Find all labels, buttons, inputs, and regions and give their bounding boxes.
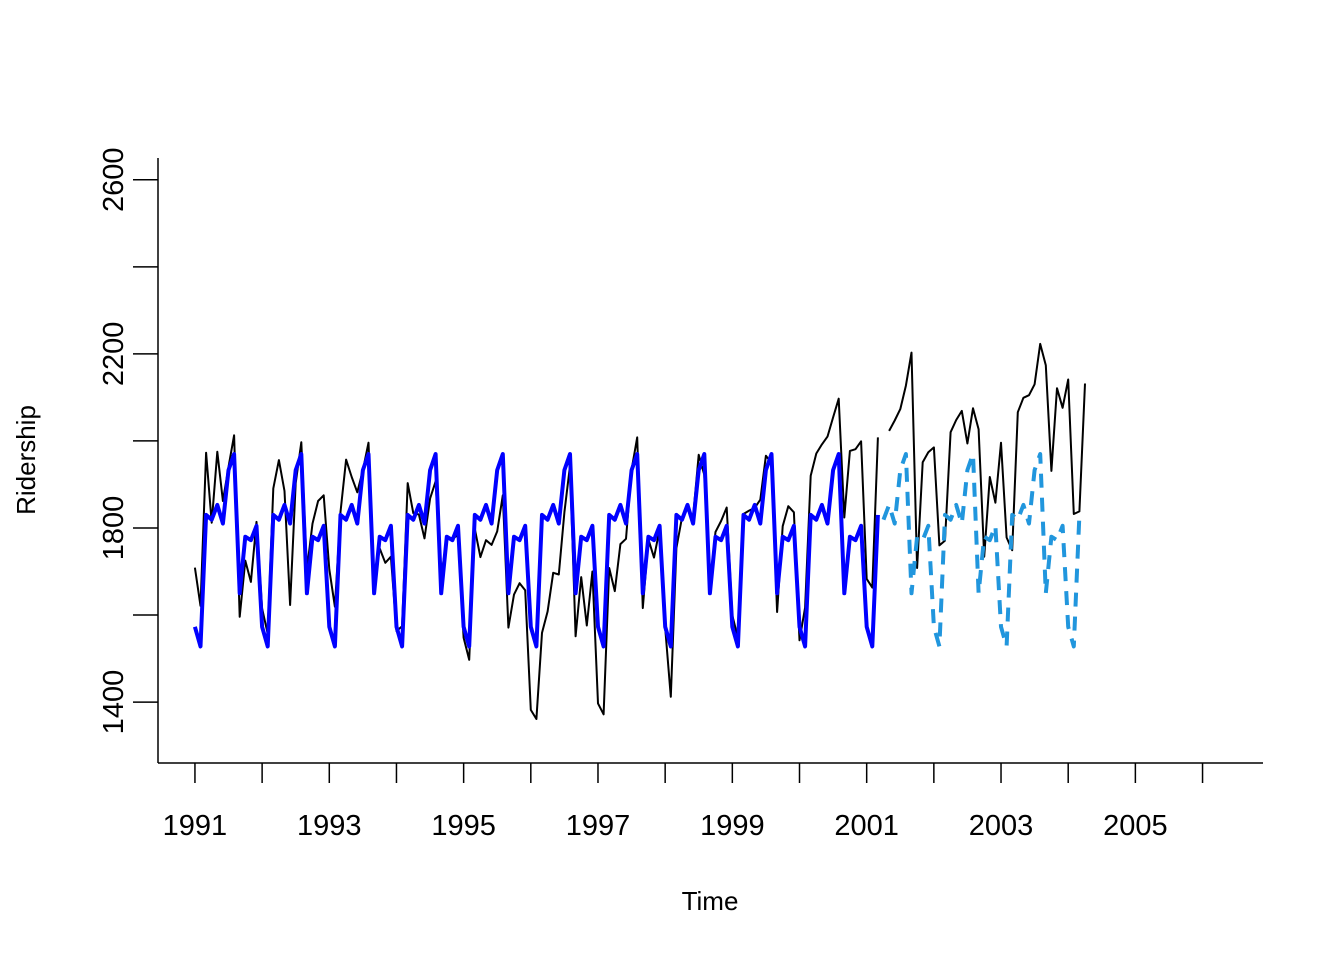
forecast-series-line (881, 452, 1082, 649)
series-layer (192, 342, 1086, 720)
y-tick-label: 1800 (98, 496, 130, 561)
x-tick-label: 1995 (431, 810, 496, 842)
y-tick-label: 2600 (98, 148, 130, 213)
x-tick-label: 2005 (1103, 810, 1168, 842)
axes-layer: 1400 1800 2200 2600 1991 1993 1995 1997 1999 2001… (98, 148, 1263, 842)
x-tick-label: 1999 (700, 810, 765, 842)
y-axis-title: Ridership (11, 405, 41, 515)
y-tick-label: 2200 (98, 322, 130, 387)
x-tick-label: 1997 (566, 810, 631, 842)
fitted-series-line (192, 452, 880, 649)
x-tick-label: 1993 (297, 810, 362, 842)
x-tick-label: 1991 (163, 810, 228, 842)
x-axis-title: Time (682, 886, 739, 916)
x-tick-label: 2001 (834, 810, 899, 842)
x-tick-label: 2003 (969, 810, 1034, 842)
y-tick-label: 1400 (98, 670, 130, 735)
